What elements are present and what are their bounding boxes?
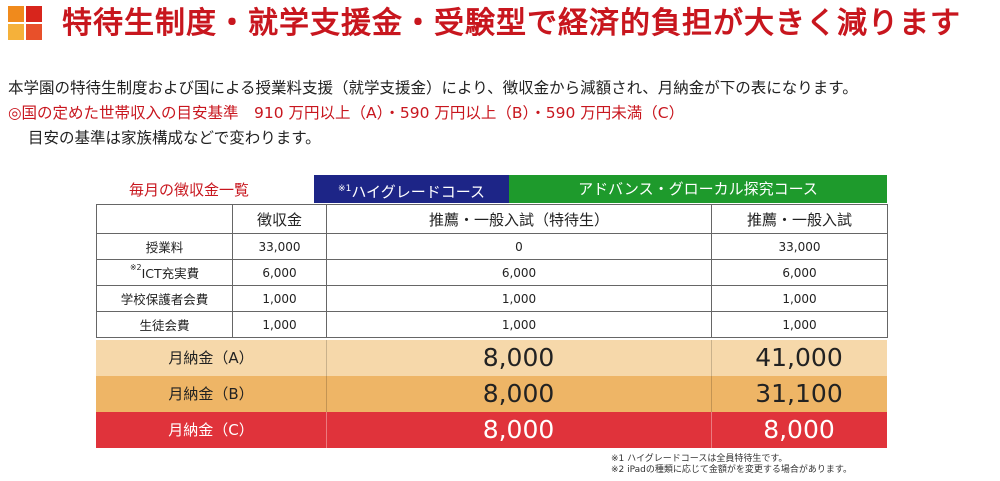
row-high-grade: 1,000 — [326, 285, 712, 312]
table-row: 学校保護者会費 1,000 1,000 1,000 — [96, 285, 888, 312]
course-header-advance: アドバンス・グローカル探究コース — [509, 175, 887, 203]
course-high-label: ハイグレードコース — [351, 183, 485, 201]
total-label: 月納金（B） — [168, 385, 254, 403]
divider — [711, 340, 712, 376]
total-high-grade: 8,000 — [482, 415, 555, 444]
row-item-label: 学校保護者会費 — [120, 292, 209, 307]
note-mark: ※2 — [129, 263, 142, 272]
row-high-grade: 6,000 — [326, 259, 712, 286]
income-criteria-text: ◎国の定めた世帯収入の目安基準 910 万円以上（A）・590 万円以上（B）・… — [8, 104, 685, 122]
row-high-grade: 1,000 — [326, 311, 712, 338]
header-high-grade: 推薦・一般入試（特待生） — [326, 204, 712, 234]
row-item: 生徒会費 — [96, 311, 233, 338]
row-fee: 6,000 — [232, 259, 327, 286]
fee-table: 徴収金 推薦・一般入試（特待生） 推薦・一般入試 授業料 33,000 0 33… — [96, 204, 888, 338]
course-header-high-grade: ※1ハイグレードコース — [314, 175, 509, 203]
row-advance: 1,000 — [711, 311, 888, 338]
total-row-c: 月納金（C） 8,000 8,000 — [96, 412, 887, 448]
footnote-2: ※2 iPadの種類に応じて金額がを変更する場合があります。 — [611, 465, 852, 475]
row-item: 学校保護者会費 — [96, 285, 233, 312]
total-label: 月納金（C） — [168, 421, 254, 439]
row-advance: 6,000 — [711, 259, 888, 286]
page-title: 特待生制度・就学支援金・受験型で経済的負担が大きく減ります — [62, 6, 961, 41]
header-blank-cell — [96, 204, 233, 234]
total-advance: 8,000 — [763, 415, 835, 444]
table-row: 生徒会費 1,000 1,000 1,000 — [96, 311, 888, 338]
table-row: 授業料 33,000 0 33,000 — [96, 233, 888, 260]
row-item-label: ICT充実費 — [141, 266, 200, 281]
table-caption: 毎月の徴収金一覧 — [129, 181, 250, 199]
row-fee: 1,000 — [232, 311, 327, 338]
row-item-label: 生徒会費 — [139, 318, 190, 333]
divider — [326, 376, 327, 412]
footnote-1: ※1 ハイグレードコースは全員特待生です。 — [611, 454, 788, 464]
total-label: 月納金（A） — [168, 349, 254, 367]
note-mark: ※1 — [338, 184, 352, 194]
table-header-row: 徴収金 推薦・一般入試（特待生） 推薦・一般入試 — [96, 204, 888, 234]
total-advance: 31,100 — [755, 379, 843, 408]
total-row-a: 月納金（A） 8,000 41,000 — [96, 340, 887, 376]
header-advance: 推薦・一般入試 — [711, 204, 888, 234]
row-item: 授業料 — [96, 233, 233, 260]
total-high-grade: 8,000 — [482, 343, 555, 372]
row-advance: 33,000 — [711, 233, 888, 260]
intro-text: 本学園の特待生制度および国による授業料支援（就学支援金）により、徴収金から減額さ… — [8, 79, 858, 97]
row-fee: 33,000 — [232, 233, 327, 260]
divider — [326, 412, 327, 448]
brand-logo-icon — [8, 6, 44, 42]
total-advance: 41,000 — [755, 343, 843, 372]
total-high-grade: 8,000 — [482, 379, 555, 408]
row-item: ※2ICT充実費 — [96, 259, 233, 286]
divider — [711, 412, 712, 448]
row-fee: 1,000 — [232, 285, 327, 312]
row-high-grade: 0 — [326, 233, 712, 260]
row-advance: 1,000 — [711, 285, 888, 312]
header-fee: 徴収金 — [232, 204, 327, 234]
divider — [326, 340, 327, 376]
table-row: ※2ICT充実費 6,000 6,000 6,000 — [96, 259, 888, 286]
divider — [711, 376, 712, 412]
row-item-label: 授業料 — [145, 240, 184, 255]
total-row-b: 月納金（B） 8,000 31,100 — [96, 376, 887, 412]
criteria-note-text: 目安の基準は家族構成などで変わります。 — [28, 129, 321, 147]
